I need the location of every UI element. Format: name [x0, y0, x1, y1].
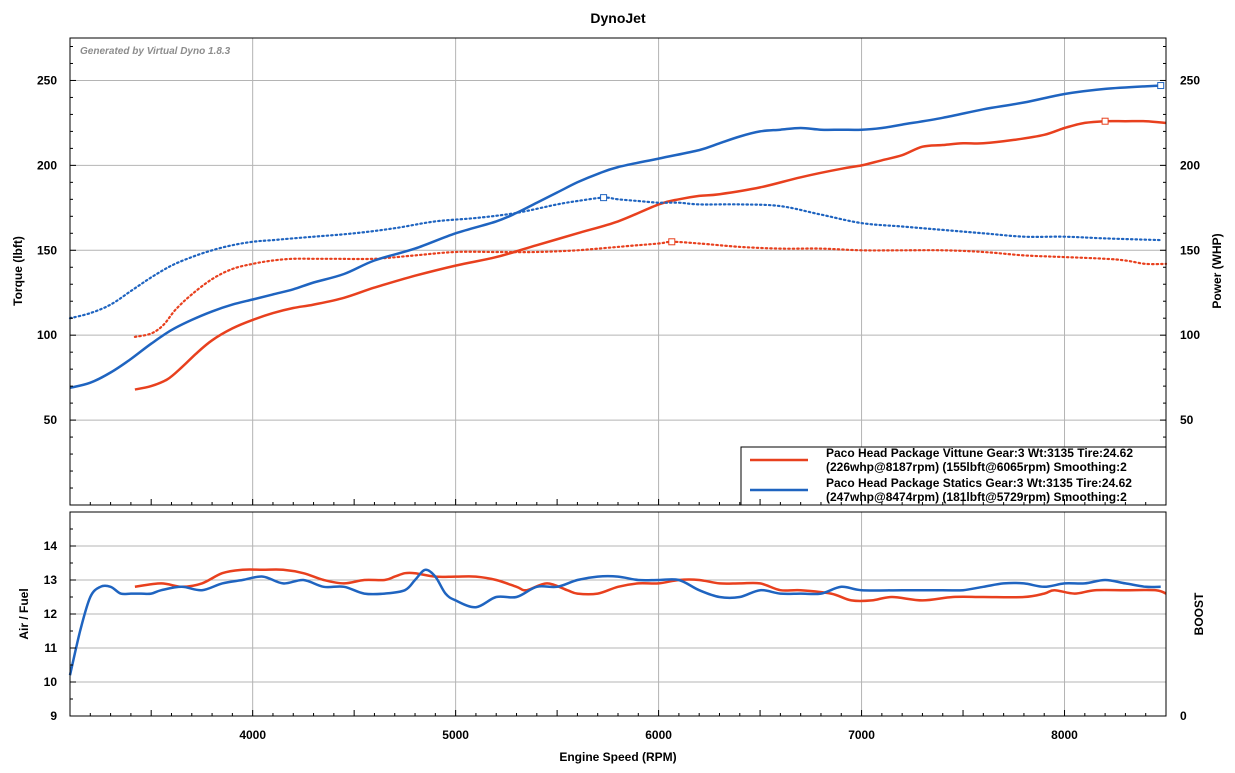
- x-tick-label: 8000: [1051, 728, 1078, 742]
- af-series-1-line: [68, 568, 1161, 676]
- y-tick-label: 200: [37, 158, 57, 172]
- top-plot-ticks: 50 50 100 100 150 150 200 200 250 250: [37, 45, 1200, 506]
- af-tick-label: 9: [50, 709, 57, 723]
- y2-tick-label: 100: [1180, 328, 1200, 342]
- y-axis-label-torque: Torque (lbft): [11, 236, 25, 306]
- y-tick-label: 150: [37, 243, 57, 257]
- top-plot-series: [68, 82, 1168, 391]
- y2-tick-label: 50: [1180, 413, 1194, 427]
- legend: Paco Head Package Vittune Gear:3 Wt:3135…: [740, 446, 1167, 506]
- y-tick-label: 250: [37, 73, 57, 87]
- y2-tick-label: 150: [1180, 243, 1200, 257]
- x-axis-label: Engine Speed (RPM): [559, 750, 676, 764]
- af-tick-label: 12: [44, 607, 58, 621]
- legend-statics-line2: (247whp@8474rpm) (181lbft@5729rpm) Smoot…: [826, 490, 1127, 504]
- y2-axis-label-power: Power (WHP): [1210, 233, 1224, 308]
- bottom-plot-series: [68, 568, 1167, 676]
- af-tick-label: 10: [44, 675, 58, 689]
- series-1-torque-line: [133, 240, 1168, 338]
- y2-tick-label: 200: [1180, 158, 1200, 172]
- series-2-power-line: [69, 84, 1161, 390]
- boost-tick-label: 0: [1180, 709, 1187, 723]
- peak-marker: [668, 238, 676, 246]
- watermark: Generated by Virtual Dyno 1.8.3: [80, 46, 231, 57]
- af-series-0-line: [134, 568, 1167, 603]
- y2-axis-label-boost: BOOST: [1192, 592, 1206, 635]
- af-tick-label: 13: [44, 573, 58, 587]
- chart-title: DynoJet: [590, 10, 646, 26]
- y-tick-label: 50: [44, 413, 58, 427]
- peak-marker: [1157, 82, 1165, 90]
- peak-marker: [1101, 117, 1109, 125]
- peak-marker: [600, 194, 608, 202]
- top-plot-grid: [70, 38, 1166, 505]
- af-tick-label: 11: [44, 641, 57, 655]
- legend-vittune-line2: (226whp@8187rpm) (155lbft@6065rpm) Smoot…: [826, 460, 1127, 474]
- series-0-power-line: [134, 119, 1167, 391]
- y2-tick-label: 250: [1180, 73, 1200, 87]
- x-tick-label: 4000: [239, 728, 266, 742]
- series-3-torque-line: [68, 196, 1162, 320]
- y-axis-label-air-fuel: Air / Fuel: [17, 588, 31, 639]
- af-tick-label: 14: [44, 539, 58, 553]
- legend-box: [740, 446, 1167, 506]
- x-tick-label: 7000: [848, 728, 875, 742]
- y-tick-label: 100: [37, 328, 57, 342]
- legend-statics-line1: Paco Head Package Statics Gear:3 Wt:3135…: [826, 476, 1132, 490]
- legend-vittune-line1: Paco Head Package Vittune Gear:3 Wt:3135…: [826, 446, 1133, 460]
- bottom-plot-frame: [69, 511, 1167, 717]
- x-tick-label: 5000: [442, 728, 469, 742]
- x-tick-label: 6000: [645, 728, 672, 742]
